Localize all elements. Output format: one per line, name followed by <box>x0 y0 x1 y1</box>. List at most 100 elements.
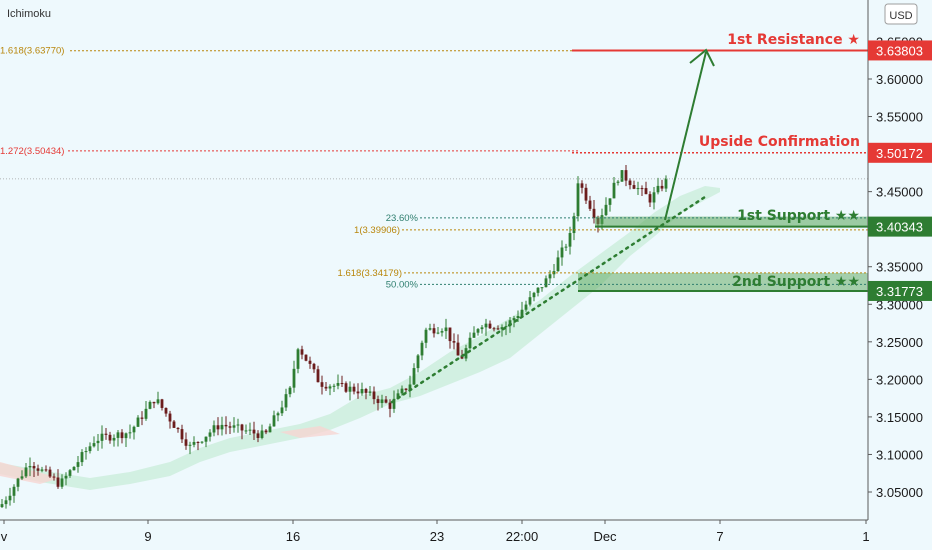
candle-body <box>328 386 332 389</box>
support-zone-1 <box>595 216 868 227</box>
candle-body <box>36 468 40 471</box>
price-badge: 3.31773 <box>868 280 932 301</box>
candle-body <box>656 185 660 193</box>
fib-label: 1(3.39906) <box>354 225 400 236</box>
candle-body <box>304 354 308 361</box>
candle-body <box>500 327 504 330</box>
candle-body <box>208 432 212 437</box>
time-tick-label: 7 <box>716 529 723 544</box>
candle-body <box>80 452 84 463</box>
candle-body <box>68 470 72 476</box>
price-badge-label: 3.63803 <box>876 43 923 58</box>
price-badge-label: 3.50172 <box>876 146 923 161</box>
candle-body <box>264 430 268 433</box>
candle-body <box>320 382 324 387</box>
level-label: 1st Resistance ★ <box>727 32 860 48</box>
price-tick-label: 3.55000 <box>876 110 923 125</box>
candle-body <box>412 368 416 385</box>
candle-body <box>140 417 144 419</box>
time-axis[interactable] <box>0 520 868 550</box>
candle-body <box>392 398 396 409</box>
candle-body <box>104 433 108 435</box>
candle-body <box>416 355 420 369</box>
time-tick-label: 22:00 <box>506 529 539 544</box>
time-tick-label: 9 <box>144 529 151 544</box>
candle-body <box>20 476 24 479</box>
price-tick-label: 3.35000 <box>876 260 923 275</box>
price-tick-label: 3.30000 <box>876 297 923 312</box>
candle-body <box>468 337 472 349</box>
candle-body <box>524 304 528 310</box>
candle-body <box>348 386 352 392</box>
candle-body <box>372 391 376 400</box>
candle-body <box>280 407 284 414</box>
candle-body <box>400 388 404 394</box>
candle-body <box>496 328 500 330</box>
candle-body <box>160 399 164 408</box>
price-tick-label: 3.25000 <box>876 335 923 350</box>
candle-body <box>196 441 200 443</box>
candle-body <box>204 436 208 442</box>
candle-body <box>652 192 656 203</box>
candle-body <box>440 331 444 333</box>
candle-body <box>452 341 456 343</box>
candle-body <box>32 466 36 469</box>
price-axis[interactable] <box>868 0 932 550</box>
candle-body <box>344 383 348 392</box>
currency-box[interactable] <box>884 3 918 25</box>
candle-body <box>268 426 272 433</box>
candle-body <box>516 315 520 319</box>
trendline <box>390 193 710 404</box>
fib-label: 23.60% <box>386 213 419 224</box>
level-label: 1st Support ★★ <box>737 208 860 224</box>
candle-body <box>260 430 264 438</box>
candle-body <box>52 476 56 478</box>
candlesticks <box>0 165 668 509</box>
fib-label: 50.00% <box>386 279 419 290</box>
candle-body <box>612 182 616 199</box>
price-badge-bg <box>868 40 932 61</box>
price-badge: 3.63803 <box>868 40 932 61</box>
projection-arrow-line <box>664 51 707 221</box>
candle-body <box>284 394 288 408</box>
price-badge: 3.40343 <box>868 216 932 237</box>
candle-body <box>608 198 612 205</box>
candle-body <box>364 389 368 393</box>
candle-body <box>148 401 152 409</box>
price-badge-bg <box>868 280 932 301</box>
candle-body <box>96 440 100 444</box>
candle-body <box>228 426 232 428</box>
time-tick-label: 23 <box>430 529 444 544</box>
candle-body <box>252 429 256 434</box>
candle-body <box>664 178 668 189</box>
candle-body <box>224 424 228 427</box>
candle-body <box>640 188 644 190</box>
plot-area <box>0 0 868 520</box>
candle-body <box>324 386 328 389</box>
candle-body <box>76 462 80 467</box>
time-tick-label: 16 <box>286 529 300 544</box>
candle-body <box>432 328 436 334</box>
candle-body <box>624 170 628 181</box>
candle-body <box>512 318 516 321</box>
candle-body <box>60 478 64 487</box>
candle-body <box>548 274 552 279</box>
candle-body <box>568 233 572 247</box>
candle-body <box>308 360 312 364</box>
candle-body <box>212 425 216 433</box>
candle-body <box>248 429 252 431</box>
candle-body <box>84 451 88 453</box>
fib-label: 1.618(3.34179) <box>338 268 402 279</box>
price-tick-label: 3.60000 <box>876 72 923 87</box>
candle-body <box>544 278 548 288</box>
candle-body <box>176 427 180 430</box>
candle-body <box>504 326 508 328</box>
candle-body <box>4 500 8 505</box>
candle-body <box>172 421 176 428</box>
candle-body <box>124 433 128 439</box>
candle-body <box>72 466 76 471</box>
candle-body <box>560 247 564 258</box>
candle-body <box>164 407 168 414</box>
candle-body <box>296 349 300 369</box>
